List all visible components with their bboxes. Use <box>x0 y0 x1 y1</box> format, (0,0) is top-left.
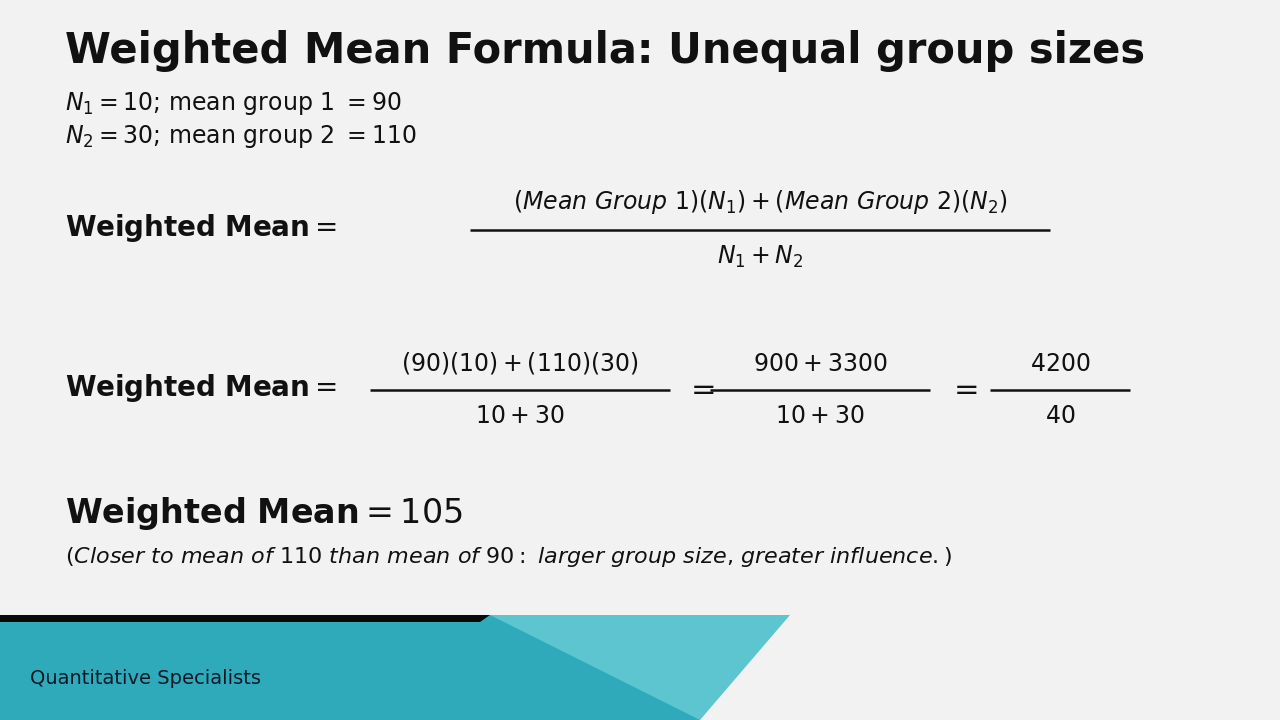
Polygon shape <box>490 615 790 720</box>
Text: $\mathbf{Weighted\ Mean} = 105$: $\mathbf{Weighted\ Mean} = 105$ <box>65 495 463 532</box>
Text: $40$: $40$ <box>1044 404 1075 428</box>
Text: $(90)(10)+(110)(30)$: $(90)(10)+(110)(30)$ <box>401 350 639 376</box>
Text: $\mathbf{Weighted\ Mean} =$: $\mathbf{Weighted\ Mean} =$ <box>65 212 337 244</box>
Text: $\mathit{N}_1+\mathit{N}_2$: $\mathit{N}_1+\mathit{N}_2$ <box>717 244 804 270</box>
Text: $(\mathit{Mean\ Group\ 1})(\mathit{N}_1)+(\mathit{Mean\ Group\ 2})(\mathit{N}_2): $(\mathit{Mean\ Group\ 1})(\mathit{N}_1)… <box>512 188 1007 216</box>
Polygon shape <box>0 615 700 720</box>
Text: $\mathit{(Closer\ to\ mean\ of\ 110\ than\ mean\ of\ 90{:}\ larger\ group\ size{: $\mathit{(Closer\ to\ mean\ of\ 110\ tha… <box>65 545 952 569</box>
Text: $\mathit{N}_1 = 10$; mean group 1 $= 90$: $\mathit{N}_1 = 10$; mean group 1 $= 90$ <box>65 90 402 117</box>
Polygon shape <box>0 615 700 720</box>
Text: $\mathit{N}_2 = 30$; mean group 2 $= 110$: $\mathit{N}_2 = 30$; mean group 2 $= 110… <box>65 123 416 150</box>
Text: $=$: $=$ <box>685 374 716 402</box>
Text: $4200$: $4200$ <box>1030 352 1091 376</box>
Text: $=$: $=$ <box>948 374 978 402</box>
Text: Quantitative Specialists: Quantitative Specialists <box>29 668 261 688</box>
Text: $10+30$: $10+30$ <box>776 404 865 428</box>
Text: $900+3300$: $900+3300$ <box>753 352 887 376</box>
Text: Weighted Mean Formula: Unequal group sizes: Weighted Mean Formula: Unequal group siz… <box>65 30 1146 72</box>
Text: $\mathbf{Weighted\ Mean} =$: $\mathbf{Weighted\ Mean} =$ <box>65 372 337 404</box>
Text: $10+30$: $10+30$ <box>475 404 564 428</box>
Polygon shape <box>0 615 490 622</box>
